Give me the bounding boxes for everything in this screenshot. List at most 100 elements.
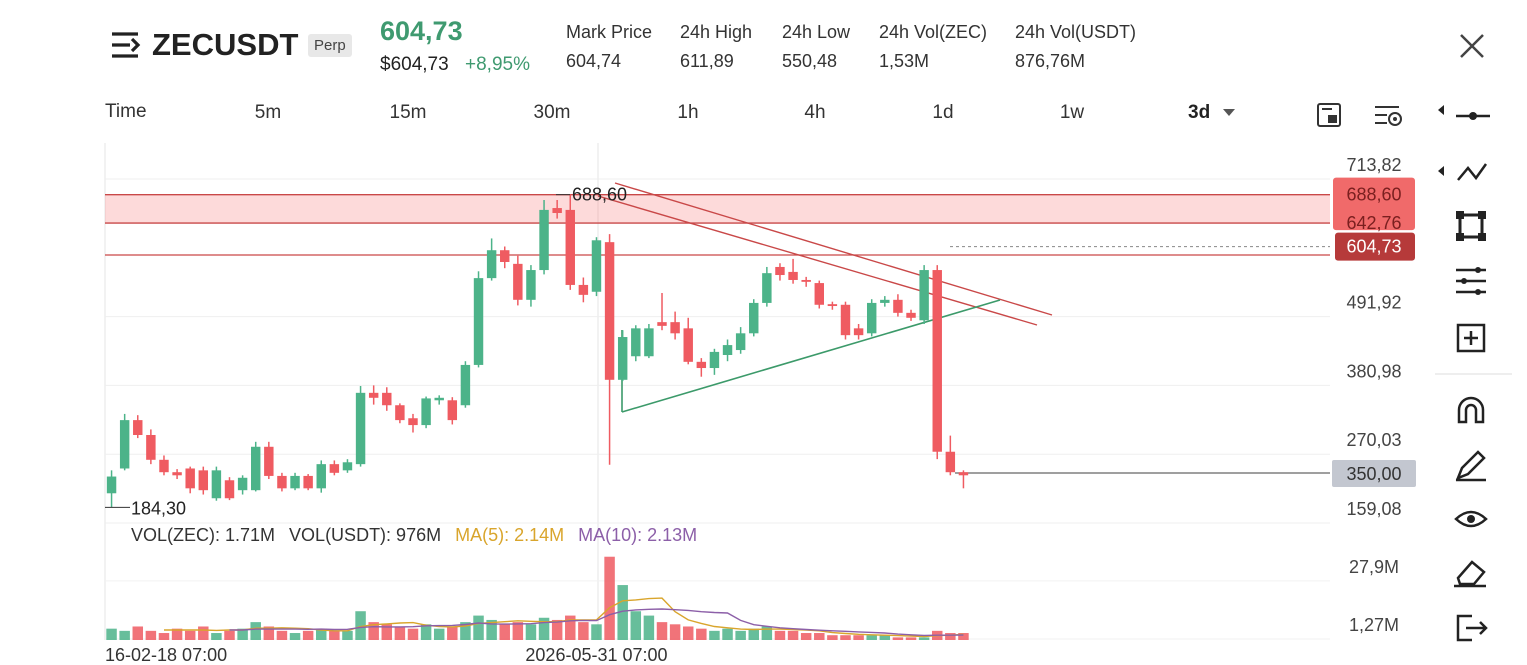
timeframe[interactable]: 1w [1059,102,1085,123]
legend-entry: MA(10): 2.13M [578,525,697,545]
candle-body [604,242,615,380]
candle-body [159,459,169,473]
symbol[interactable]: ZECUSDT [152,27,299,62]
volume-bar [918,637,930,640]
tool-fib[interactable] [1438,163,1488,181]
candle-body [211,470,222,499]
tool-eye[interactable] [1454,510,1488,528]
x-tick-label: 16-02-18 07:00 [105,645,227,665]
tool-eraser[interactable] [1454,560,1486,588]
candle-body [198,470,209,491]
volume-bar [551,619,563,640]
candle-body [447,400,458,421]
candle-body [303,475,313,489]
candle-body [788,271,798,280]
volume-bar [669,624,681,640]
close-button[interactable] [1458,32,1486,60]
volume-bar [420,624,432,640]
candle-body [408,418,418,426]
candle-body [866,302,877,334]
dropdown-arrow[interactable] [1222,108,1236,118]
candle-body [224,480,235,499]
candle-body [775,266,785,276]
candle-body [945,451,956,473]
tool-pencil[interactable] [1455,450,1486,482]
timeframe[interactable]: 1d [932,102,954,123]
candle-body [644,328,654,357]
volume-bar [119,630,130,640]
last-price-box [1335,232,1415,261]
stat-value: 550,48 [782,51,838,71]
volume-bar [158,633,170,640]
tool-parallel[interactable] [1456,267,1486,295]
volume-legend: VOL(USDT): 976M [289,525,441,545]
legend-entry: MA(5): 2.14M [455,525,564,545]
candle-body [906,312,916,318]
volume-bar [761,626,773,640]
volume-bar [525,624,537,640]
candle-body [237,477,248,491]
timeframe[interactable]: 4h [804,102,826,123]
candle-body [539,209,549,271]
x-tick-label: 2026-05-31 07:00 [525,645,667,665]
stat-label: 24h Vol(ZEC) [879,22,988,42]
candle-body [696,361,707,369]
volume-bar [342,630,353,640]
candle-body [683,328,693,362]
volume-bar [958,633,969,640]
tool-magnet[interactable] [1457,396,1485,424]
timeframe[interactable]: 1h [677,102,699,123]
candle-body [329,464,340,473]
candle-body [355,392,366,465]
menu-icon[interactable] [110,30,144,60]
volume-bar [682,626,694,640]
volume-bar [486,619,497,640]
candle-body [434,397,444,401]
change: +8,95% [465,54,530,75]
volume-bar [840,635,851,640]
candle-body [342,462,353,471]
price-zone [105,193,1330,224]
last-price-label: 604,73 [1346,237,1401,257]
zone-label: 688,60 [1346,185,1401,205]
volume-bar [381,624,393,640]
candle-body [172,472,182,476]
volume-bar [800,633,812,640]
timeframe[interactable]: 30m [533,102,571,123]
annotation-label: 184,30 [131,498,186,518]
layout-icon[interactable] [1315,100,1345,130]
indicator-icon[interactable] [1372,100,1406,130]
candle-body [617,337,628,380]
volume-bar [591,624,602,640]
candle-body [591,240,602,292]
candle-body [526,270,536,300]
volume-bar [774,630,786,640]
candle-body [264,446,274,476]
tool-line[interactable] [1438,105,1490,120]
timeframe[interactable]: 5m [254,102,282,123]
tool-measure[interactable] [1456,323,1486,353]
volume-bar [512,622,524,640]
tool-shape[interactable] [1456,211,1486,241]
candle-body [893,299,903,313]
volume-bar [329,630,340,640]
volume-bar [198,626,209,640]
timeframe-selected[interactable]: 3d [1188,102,1211,123]
candle-body [251,446,261,491]
volume-bar [316,628,327,640]
timeframe[interactable]: 15m [389,102,427,123]
toolbar [1435,105,1512,642]
tool-exit[interactable] [1456,614,1488,642]
trend-line [614,182,1053,316]
candle-body [840,304,851,336]
labels: 713,82 491,92 380,98 270,03 159,08 688,60 642,… [105,155,1416,665]
candle-body [552,208,562,214]
volume-bar [499,624,510,640]
candle-body [722,345,733,356]
volume-bar [696,628,707,640]
volume-bar [355,611,366,640]
candle-body [880,299,890,303]
volume-bar [473,615,484,640]
candle-body [133,420,143,435]
volume-bar [211,633,222,640]
